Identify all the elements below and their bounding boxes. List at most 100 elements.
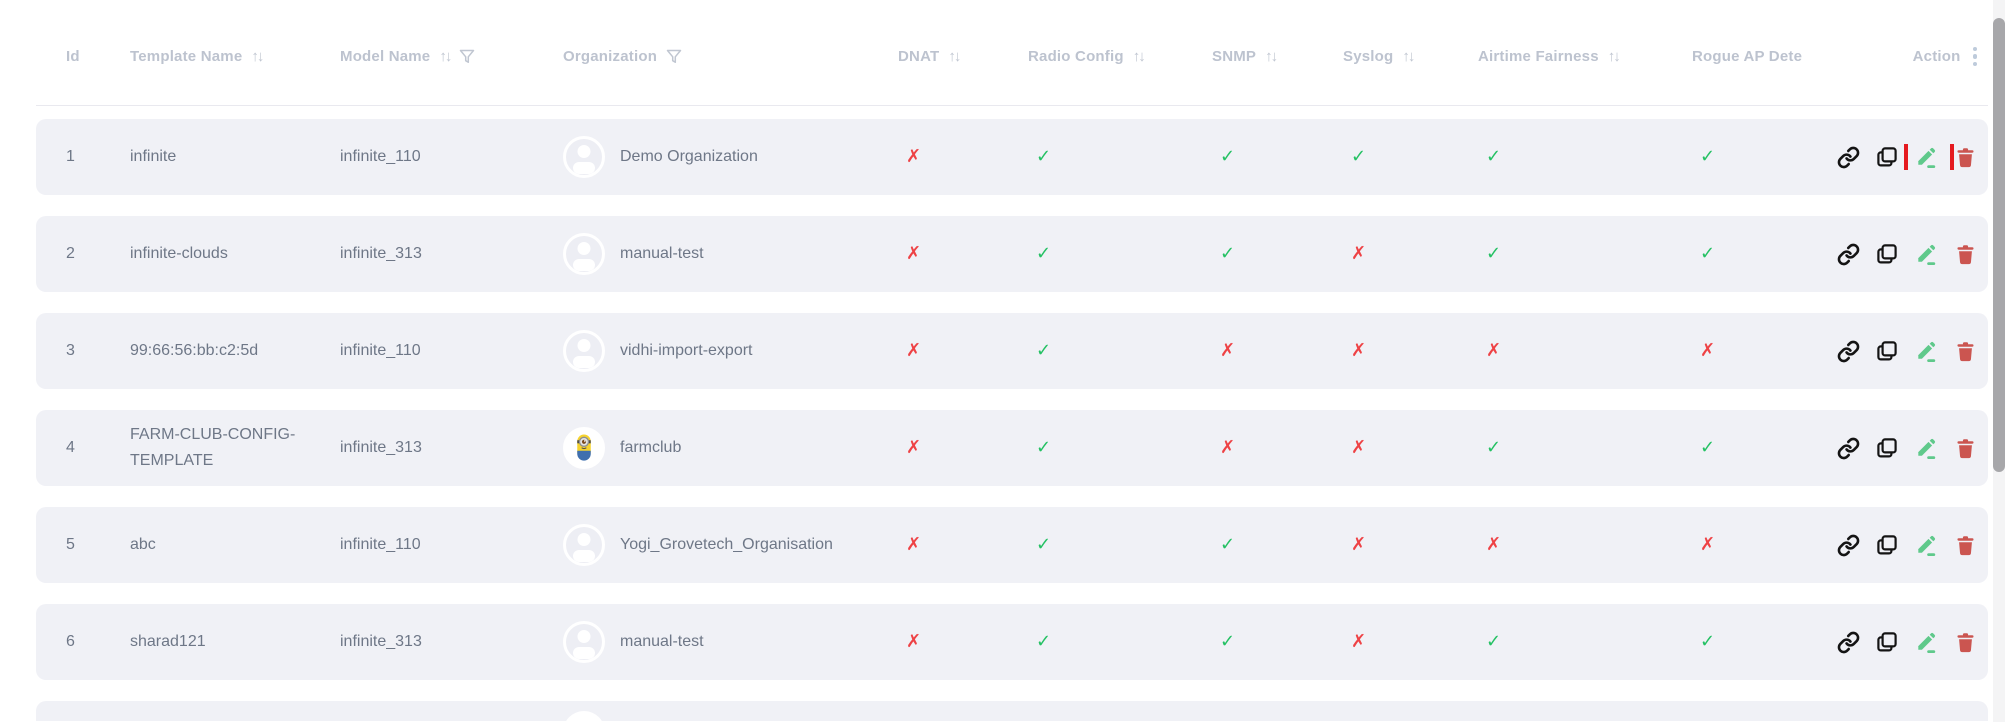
rogue-ap-status-check-icon: ✓ [1700, 631, 1716, 652]
rogue-ap-status-cross-icon: ✗ [1700, 340, 1716, 361]
actions-cell [1822, 338, 1988, 364]
template-name: abc [130, 535, 156, 553]
link-button[interactable] [1835, 241, 1861, 267]
airtime-fairness-status-check-icon: ✓ [1486, 146, 1502, 167]
airtime-fairness-status-check-icon: ✓ [1486, 243, 1502, 264]
template-name: sharad121 [130, 632, 206, 650]
copy-button[interactable] [1874, 338, 1900, 364]
link-icon [1837, 340, 1859, 362]
link-icon [1837, 243, 1859, 265]
rogue-ap-status-cross-icon: ✗ [1700, 534, 1716, 555]
link-button[interactable] [1835, 532, 1861, 558]
copy-icon [1877, 244, 1897, 264]
syslog-status-cross-icon: ✗ [1351, 243, 1367, 264]
snmp-status-cross-icon: ✗ [1220, 340, 1236, 361]
vertical-scrollbar-track[interactable] [1993, 0, 2005, 722]
actions-cell [1822, 532, 1988, 558]
sort-icon[interactable]: ↑↓ [948, 48, 961, 65]
sort-icon[interactable]: ↑↓ [1607, 48, 1621, 65]
minion-avatar-image [577, 434, 591, 461]
filter-icon[interactable] [459, 49, 475, 64]
column-label: Template Name [130, 48, 243, 65]
row-id: 4 [66, 438, 75, 456]
link-icon [1837, 437, 1859, 459]
actions-cell [1822, 241, 1988, 267]
edit-button[interactable] [1913, 629, 1939, 655]
table-header-row: Id Template Name ↑↓ Model Name ↑↓ Organi… [36, 0, 1988, 106]
edit-button[interactable] [1913, 435, 1939, 461]
rogue-ap-status-check-icon: ✓ [1700, 243, 1716, 264]
column-header-model-name: Model Name ↑↓ [310, 48, 533, 65]
sort-icon[interactable]: ↑↓ [439, 48, 452, 65]
edit-button[interactable] [1913, 532, 1939, 558]
dnat-status-cross-icon: ✗ [906, 340, 922, 361]
column-label: Airtime Fairness [1478, 48, 1599, 65]
dnat-status-cross-icon: ✗ [906, 534, 922, 555]
delete-button[interactable] [1952, 338, 1978, 364]
row-id: 6 [66, 632, 75, 650]
trash-icon [1956, 147, 1974, 167]
link-button[interactable] [1835, 144, 1861, 170]
copy-button[interactable] [1874, 241, 1900, 267]
table-row: 5 abc infinite_110 Yogi_Grovetech_Organi… [36, 507, 1988, 583]
snmp-status-check-icon: ✓ [1220, 534, 1236, 555]
kebab-menu-icon[interactable] [1970, 45, 1981, 69]
column-label: Id [66, 48, 80, 65]
copy-icon [1877, 438, 1897, 458]
snmp-status-check-icon: ✓ [1220, 631, 1236, 652]
link-button[interactable] [1835, 338, 1861, 364]
template-name: infinite-clouds [130, 244, 228, 262]
radio-config-status-check-icon: ✓ [1036, 631, 1052, 652]
actions-cell [1822, 435, 1988, 461]
column-label: Syslog [1343, 48, 1394, 65]
copy-icon [1877, 535, 1897, 555]
copy-icon [1877, 632, 1897, 652]
column-header-dnat: DNAT ↑↓ [868, 48, 998, 65]
avatar [563, 524, 605, 566]
filter-icon[interactable] [666, 49, 682, 64]
delete-button[interactable] [1952, 532, 1978, 558]
column-label: Action [1912, 48, 1961, 65]
avatar [563, 427, 605, 469]
vertical-scrollbar-thumb[interactable] [1993, 18, 2005, 472]
model-name: infinite_110 [340, 535, 421, 553]
airtime-fairness-status-check-icon: ✓ [1486, 437, 1502, 458]
copy-button[interactable] [1874, 629, 1900, 655]
link-button[interactable] [1835, 435, 1861, 461]
sort-icon[interactable]: ↑↓ [1402, 48, 1415, 65]
dnat-status-cross-icon: ✗ [906, 243, 922, 264]
radio-config-status-check-icon: ✓ [1036, 340, 1052, 361]
organization-name: Yogi_Grovetech_Organisation [620, 535, 833, 553]
column-header-action: Action [1822, 45, 1988, 69]
edit-button[interactable] [1904, 144, 1954, 170]
avatar [563, 233, 605, 275]
column-header-id: Id [36, 48, 100, 65]
sort-icon[interactable]: ↑↓ [251, 48, 264, 65]
row-id: 5 [66, 535, 75, 553]
link-button[interactable] [1835, 629, 1861, 655]
copy-button[interactable] [1874, 435, 1900, 461]
edit-button[interactable] [1913, 338, 1939, 364]
edit-pencil-icon [1918, 536, 1936, 556]
radio-config-status-check-icon: ✓ [1036, 534, 1052, 555]
organization-cell: Yogi_Grovetech_Organisation [533, 524, 868, 566]
delete-button[interactable] [1952, 144, 1978, 170]
syslog-status-check-icon: ✓ [1351, 146, 1367, 167]
snmp-status-check-icon: ✓ [1220, 243, 1236, 264]
delete-button[interactable] [1952, 629, 1978, 655]
sort-icon[interactable]: ↑↓ [1132, 48, 1146, 65]
delete-button[interactable] [1952, 241, 1978, 267]
copy-button[interactable] [1874, 144, 1900, 170]
template-name: 99:66:56:bb:c2:5d [130, 341, 259, 359]
copy-button[interactable] [1874, 532, 1900, 558]
table-body: 1 infinite infinite_110 Demo Organizatio… [36, 119, 1988, 721]
dnat-status-cross-icon: ✗ [906, 631, 922, 652]
airtime-fairness-status-cross-icon: ✗ [1486, 534, 1502, 555]
organization-name: vidhi-import-export [620, 341, 753, 359]
delete-button[interactable] [1952, 435, 1978, 461]
sort-icon[interactable]: ↑↓ [1265, 48, 1278, 65]
avatar [563, 621, 605, 663]
edit-button[interactable] [1913, 241, 1939, 267]
template-name: infinite [130, 147, 177, 165]
